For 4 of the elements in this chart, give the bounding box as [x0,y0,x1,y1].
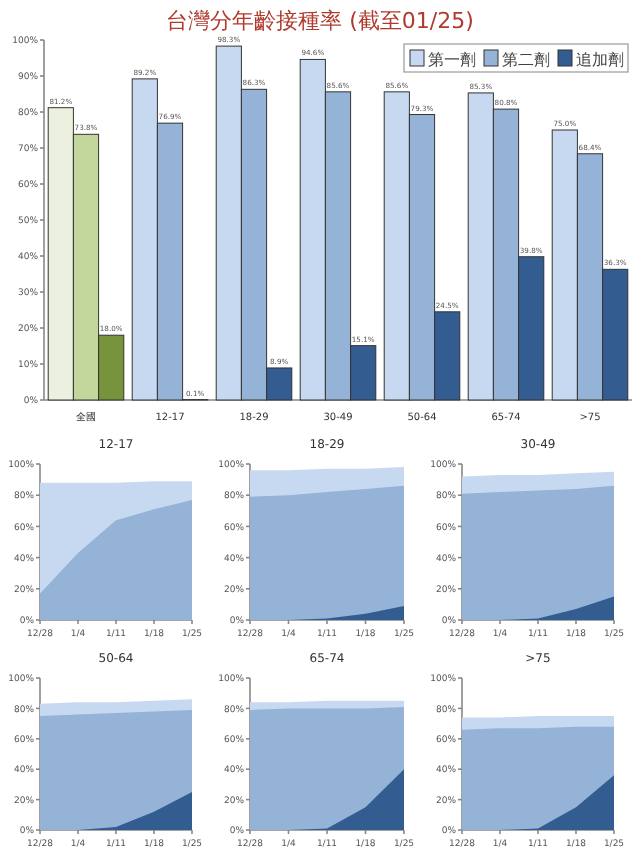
legend-label: 第一劑 [428,51,476,69]
chart-title: 台灣分年齡接種率 (截至01/25) [166,8,474,34]
legend-label: 追加劑 [576,51,624,69]
legend-label: 第二劑 [502,51,550,69]
